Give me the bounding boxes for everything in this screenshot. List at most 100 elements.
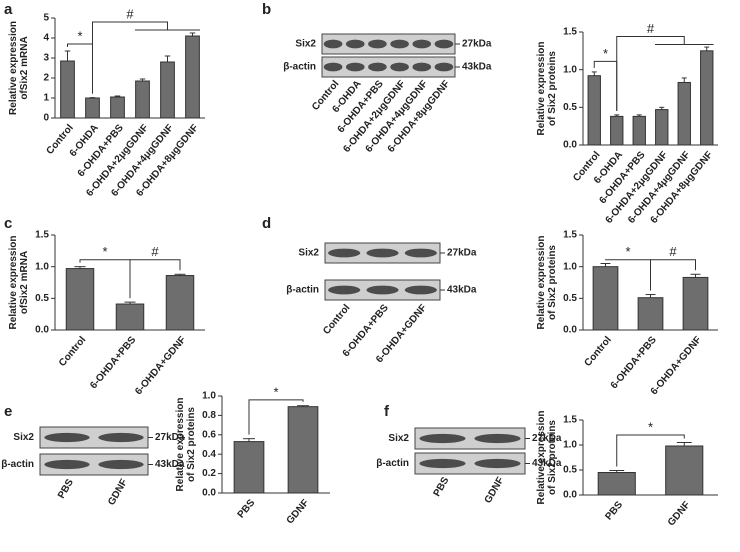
panel-letter: b	[262, 1, 271, 18]
blot-band	[412, 39, 432, 49]
y-tick-label: 1.0	[563, 64, 577, 75]
panel-letter: c	[4, 215, 12, 232]
blot-band	[323, 39, 343, 49]
blot-size-label: 27kDa	[155, 432, 185, 443]
blot-band	[474, 458, 521, 469]
blot-size-label: 43kDa	[155, 459, 185, 470]
blot-band	[328, 248, 361, 258]
y-axis-label: Relative expression	[536, 236, 547, 330]
significance-mark: *	[77, 28, 82, 43]
blot-row-label: Six2	[295, 39, 316, 50]
significance-mark: *	[625, 244, 630, 259]
blot-lane-label: PBS	[432, 475, 452, 499]
bar	[160, 61, 175, 119]
blot-band	[390, 62, 409, 72]
blot-size-label: 27kDa	[532, 433, 562, 444]
blot-row-label: β-actin	[286, 285, 319, 296]
y-tick-label: 1.0	[202, 391, 216, 402]
bar	[85, 97, 100, 119]
significance-mark: *	[648, 419, 653, 434]
y-tick-label: 0.4	[202, 449, 216, 460]
bar	[592, 266, 619, 331]
blot-band	[44, 459, 90, 470]
significance-mark: *	[102, 244, 107, 259]
x-tick-label: 6-OHDA+PBS	[88, 334, 138, 391]
bar	[233, 441, 265, 494]
bar	[60, 60, 75, 119]
blot-band	[419, 433, 466, 444]
blot-lane-label: GDNF	[483, 475, 507, 505]
blot-band	[434, 62, 454, 72]
y-tick-label: 1.5	[563, 415, 577, 426]
significance-mark: #	[151, 244, 159, 259]
x-tick-label: Control	[57, 334, 88, 368]
y-axis-label: of Six2 proteins	[547, 51, 558, 126]
y-tick-label: 1.5	[563, 230, 577, 241]
blot-row-label: Six2	[13, 432, 34, 443]
y-tick-label: 3	[43, 53, 49, 64]
blot-lane-label: PBS	[56, 477, 76, 501]
bar	[610, 115, 624, 146]
blot-size-label: 27kDa	[447, 248, 477, 259]
blot-size-label: 43kDa	[462, 62, 492, 73]
panel-letter: a	[4, 1, 13, 18]
y-tick-label: 0.2	[202, 468, 216, 479]
x-tick-label: PBS	[236, 497, 258, 520]
y-tick-label: 0.8	[202, 410, 216, 421]
y-tick-label: 2	[43, 73, 49, 84]
y-tick-label: 0.5	[563, 465, 577, 476]
bar	[700, 50, 714, 146]
blot-row-label: Six2	[388, 433, 409, 444]
blot-band	[98, 459, 144, 470]
y-tick-label: 0.0	[563, 325, 577, 336]
bar	[637, 297, 664, 331]
significance-bracket	[129, 259, 181, 299]
blot-band	[98, 432, 144, 443]
bar	[677, 81, 691, 146]
bar	[587, 75, 601, 146]
y-tick-label: 0.0	[202, 488, 216, 499]
blot-size-label: 27kDa	[462, 39, 492, 50]
bar	[135, 80, 150, 119]
y-tick-label: 0.0	[563, 140, 577, 151]
y-axis-label: of Six2 proteins	[547, 245, 558, 320]
significance-bracket	[248, 399, 304, 435]
blot-size-label: 43kDa	[532, 458, 562, 469]
blot-row-label: β-actin	[376, 458, 409, 469]
y-axis-label: of Six2 proteins	[186, 407, 197, 482]
blot-band	[368, 39, 387, 49]
y-tick-label: 4	[43, 33, 49, 44]
y-axis-label: Relative expression	[536, 411, 547, 505]
y-axis-label: Relative expression	[536, 42, 547, 136]
y-tick-label: 0.5	[563, 293, 577, 304]
y-tick-label: 0.0	[35, 325, 49, 336]
significance-mark: *	[603, 46, 608, 61]
blot-band	[345, 39, 365, 49]
bar	[65, 268, 95, 331]
significance-mark: #	[126, 6, 134, 21]
blot-lane-label: Control	[321, 302, 352, 336]
y-axis-label: ofSix2 mRNA	[19, 36, 30, 99]
blot-band	[366, 248, 399, 258]
blot-band	[419, 458, 466, 469]
blot-row-label: Six2	[298, 248, 319, 259]
panel-letter: f	[384, 403, 390, 420]
y-tick-label: 1	[43, 93, 49, 104]
y-tick-label: 5	[43, 13, 49, 24]
blot-band	[404, 285, 437, 295]
blot-band	[328, 285, 361, 295]
bar	[632, 115, 646, 146]
x-tick-label: 6-OHDA+GDNF	[133, 335, 188, 398]
significance-bracket	[616, 36, 685, 111]
y-tick-label: 1.5	[563, 27, 577, 38]
significance-bracket	[650, 259, 696, 291]
bar	[115, 303, 145, 331]
blot-lane-label: GDNF	[106, 477, 130, 507]
blot-band	[474, 433, 521, 444]
y-tick-label: 1.0	[35, 261, 49, 272]
bar	[682, 276, 709, 331]
panel-letter: d	[262, 215, 271, 232]
bar	[655, 109, 669, 146]
y-tick-label: 0.5	[563, 102, 577, 113]
